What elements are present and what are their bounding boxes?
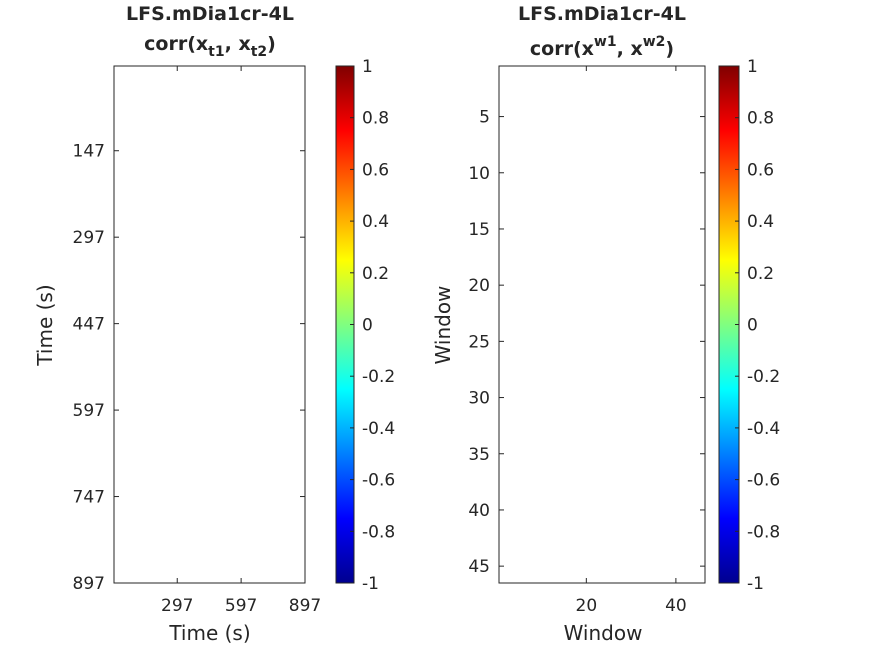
panel1-y-ticks: 147 297 447 597 747 897 [73,142,305,594]
panel2-y-tick-label: 45 [468,557,490,577]
panel2-y-tick-label: 25 [468,332,490,352]
panel2-x-axis-label: Window [564,621,643,645]
panel2-x-tick-label: 20 [576,596,598,616]
panel1-colorbar-tick-label: 0.2 [362,264,389,284]
panel1-colorbar-ticks: 1 0.8 0.6 0.4 0.2 0 -0.2 -0.4 -0.6 -0.8 -1 [350,57,395,594]
panel2-colorbar-tick-label: 1 [747,57,758,77]
panel1-x-axis-label: Time (s) [168,621,250,645]
panel1-title-line1: LFS.mDia1cr-4L [126,3,294,25]
panel1-colorbar-tick-label: 0.8 [362,109,389,129]
panel2-colorbar-tick-label: -0.4 [747,419,780,439]
panel1-colorbar-tick-label: -0.8 [362,522,395,542]
panel-window-correlation: LFS.mDia1cr-4L corr(xw1, xw2) 20 40 51015… [431,3,780,645]
panel1-colorbar-tick-label: -0.6 [362,471,395,491]
panel2-y-tick-label: 15 [468,220,490,240]
panel2-x-ticks: 20 40 [576,66,687,616]
panel2-colorbar-tick-label: -0.8 [747,522,780,542]
panel1-x-tick-label: 897 [289,596,321,616]
panel2-y-axis-label: Window [431,286,455,365]
panel1-y-tick-label: 447 [73,315,105,335]
panel1-y-tick-label: 147 [73,142,105,162]
panel2-colorbar-tick-label: -0.6 [747,471,780,491]
panel1-plot-area [113,65,306,584]
panel2-colorbar-tick-label: 0.6 [747,160,774,180]
panel1-y-tick-label: 897 [73,574,105,594]
panel2-colorbar-ticks: 1 0.8 0.6 0.4 0.2 0 -0.2 -0.4 -0.6 -0.8 -1 [735,57,780,594]
panel2-y-tick-label: 5 [479,108,490,128]
panel1-y-axis-label: Time (s) [33,284,57,366]
panel2-title-line2: corr(xw1, xw2) [530,34,674,60]
panel2-colorbar-tick-label: -1 [747,574,764,594]
panel1-title-line2: corr(xt1, xt2) [144,33,276,60]
panel1-y-tick-label: 747 [73,488,105,508]
panel2-colorbar-tick-label: -0.2 [747,367,780,387]
panel2-y-ticks: 5 10 15 20 25 30 35 40 45 [468,108,705,577]
panel1-x-tick-label: 297 [161,596,193,616]
panel2-y-tick-label: 20 [468,276,490,296]
panel1-y-tick-label: 297 [73,228,105,248]
panel2-y-tick-label: 40 [468,501,490,521]
panel1-colorbar-tick-label: -0.2 [362,367,395,387]
panel1-x-tick-label: 597 [225,596,257,616]
panel2-x-tick-label: 40 [665,596,687,616]
panel1-x-ticks: 297 597 897 [161,66,321,616]
panel1-colorbar-tick-label: 0.4 [362,212,389,232]
panel2-colorbar-tick-label: 0.8 [747,109,774,129]
panel2-colorbar-tick-label: 0.4 [747,212,774,232]
panel-time-correlation: LFS.mDia1cr-4L corr(xt1, xt2) 297 597 897 … [33,3,395,645]
panel2-colorbar-tick-label: 0.2 [747,264,774,284]
panel2-y-tick-label: 30 [468,389,490,409]
panel2-y-tick-label: 10 [468,164,490,184]
panel1-colorbar-tick-label: 0.6 [362,160,389,180]
panel1-colorbar-tick-label: -1 [362,574,379,594]
panel1-colorbar-tick-label: 0 [362,316,373,336]
panel1-y-tick-label: 597 [73,401,105,421]
panel1-colorbar-tick-label: 1 [362,57,373,77]
panel2-colorbar-tick-label: 0 [747,316,758,336]
panel2-title-line1: LFS.mDia1cr-4L [518,3,686,25]
panel2-plot-area [498,65,706,584]
panel2-y-tick-label: 35 [468,445,490,465]
panel1-colorbar-tick-label: -0.4 [362,419,395,439]
